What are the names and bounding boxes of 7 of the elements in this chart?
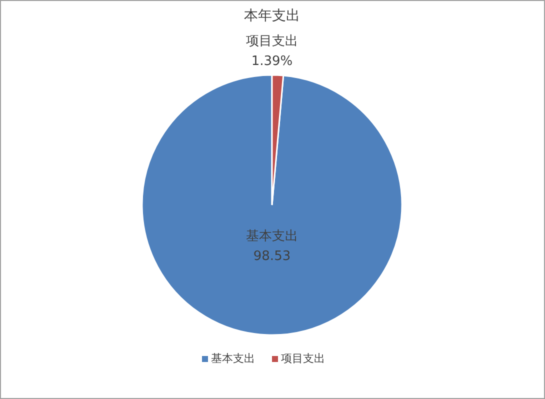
chart-title: 本年支出: [244, 8, 300, 24]
slice-label: 项目支出: [246, 34, 298, 49]
legend-label: 基本支出: [211, 352, 255, 365]
legend-label: 项目支出: [281, 352, 325, 365]
data-label: 98.53: [253, 249, 291, 264]
slice-label: 基本支出: [246, 229, 298, 244]
data-label: 1.39%: [251, 54, 293, 69]
